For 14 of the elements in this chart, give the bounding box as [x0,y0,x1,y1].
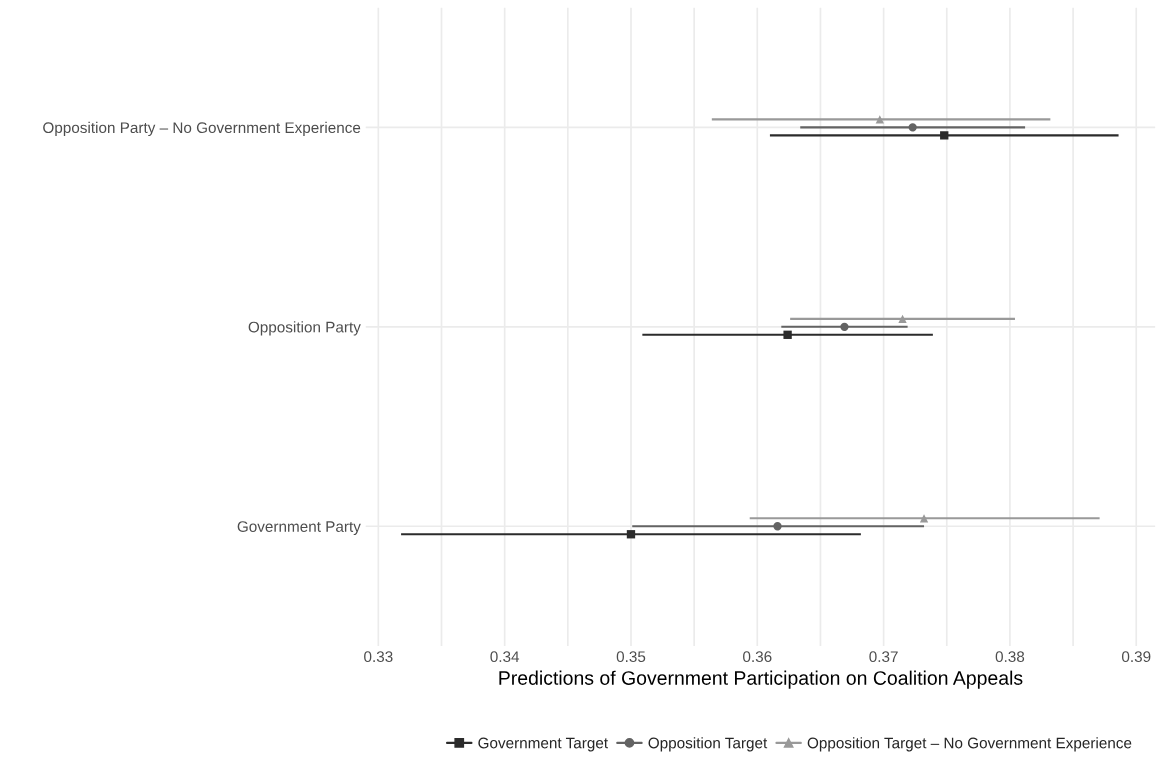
legend-label: Government Target [478,737,608,752]
y-tick-label: Opposition Party – No Government Experience [43,121,361,137]
x-axis-title: Predictions of Government Participation on Coalition Appeals [499,670,1023,689]
y-tick-label: Opposition Party [248,321,361,336]
x-tick-label: 0.38 [995,651,1025,663]
x-tick-label: 0.35 [616,651,646,663]
x-tick-label: 0.39 [1121,651,1151,663]
x-tick-label: 0.33 [364,651,393,663]
y-tick-label: Government Party [237,521,361,535]
x-tick-label: 0.36 [743,651,772,663]
legend-label: Opposition Target – No Government Experience [807,737,1132,752]
legend-label: Opposition Target [648,737,768,752]
x-tick-label: 0.37 [869,651,898,663]
x-tick-label: 0.34 [490,651,520,663]
